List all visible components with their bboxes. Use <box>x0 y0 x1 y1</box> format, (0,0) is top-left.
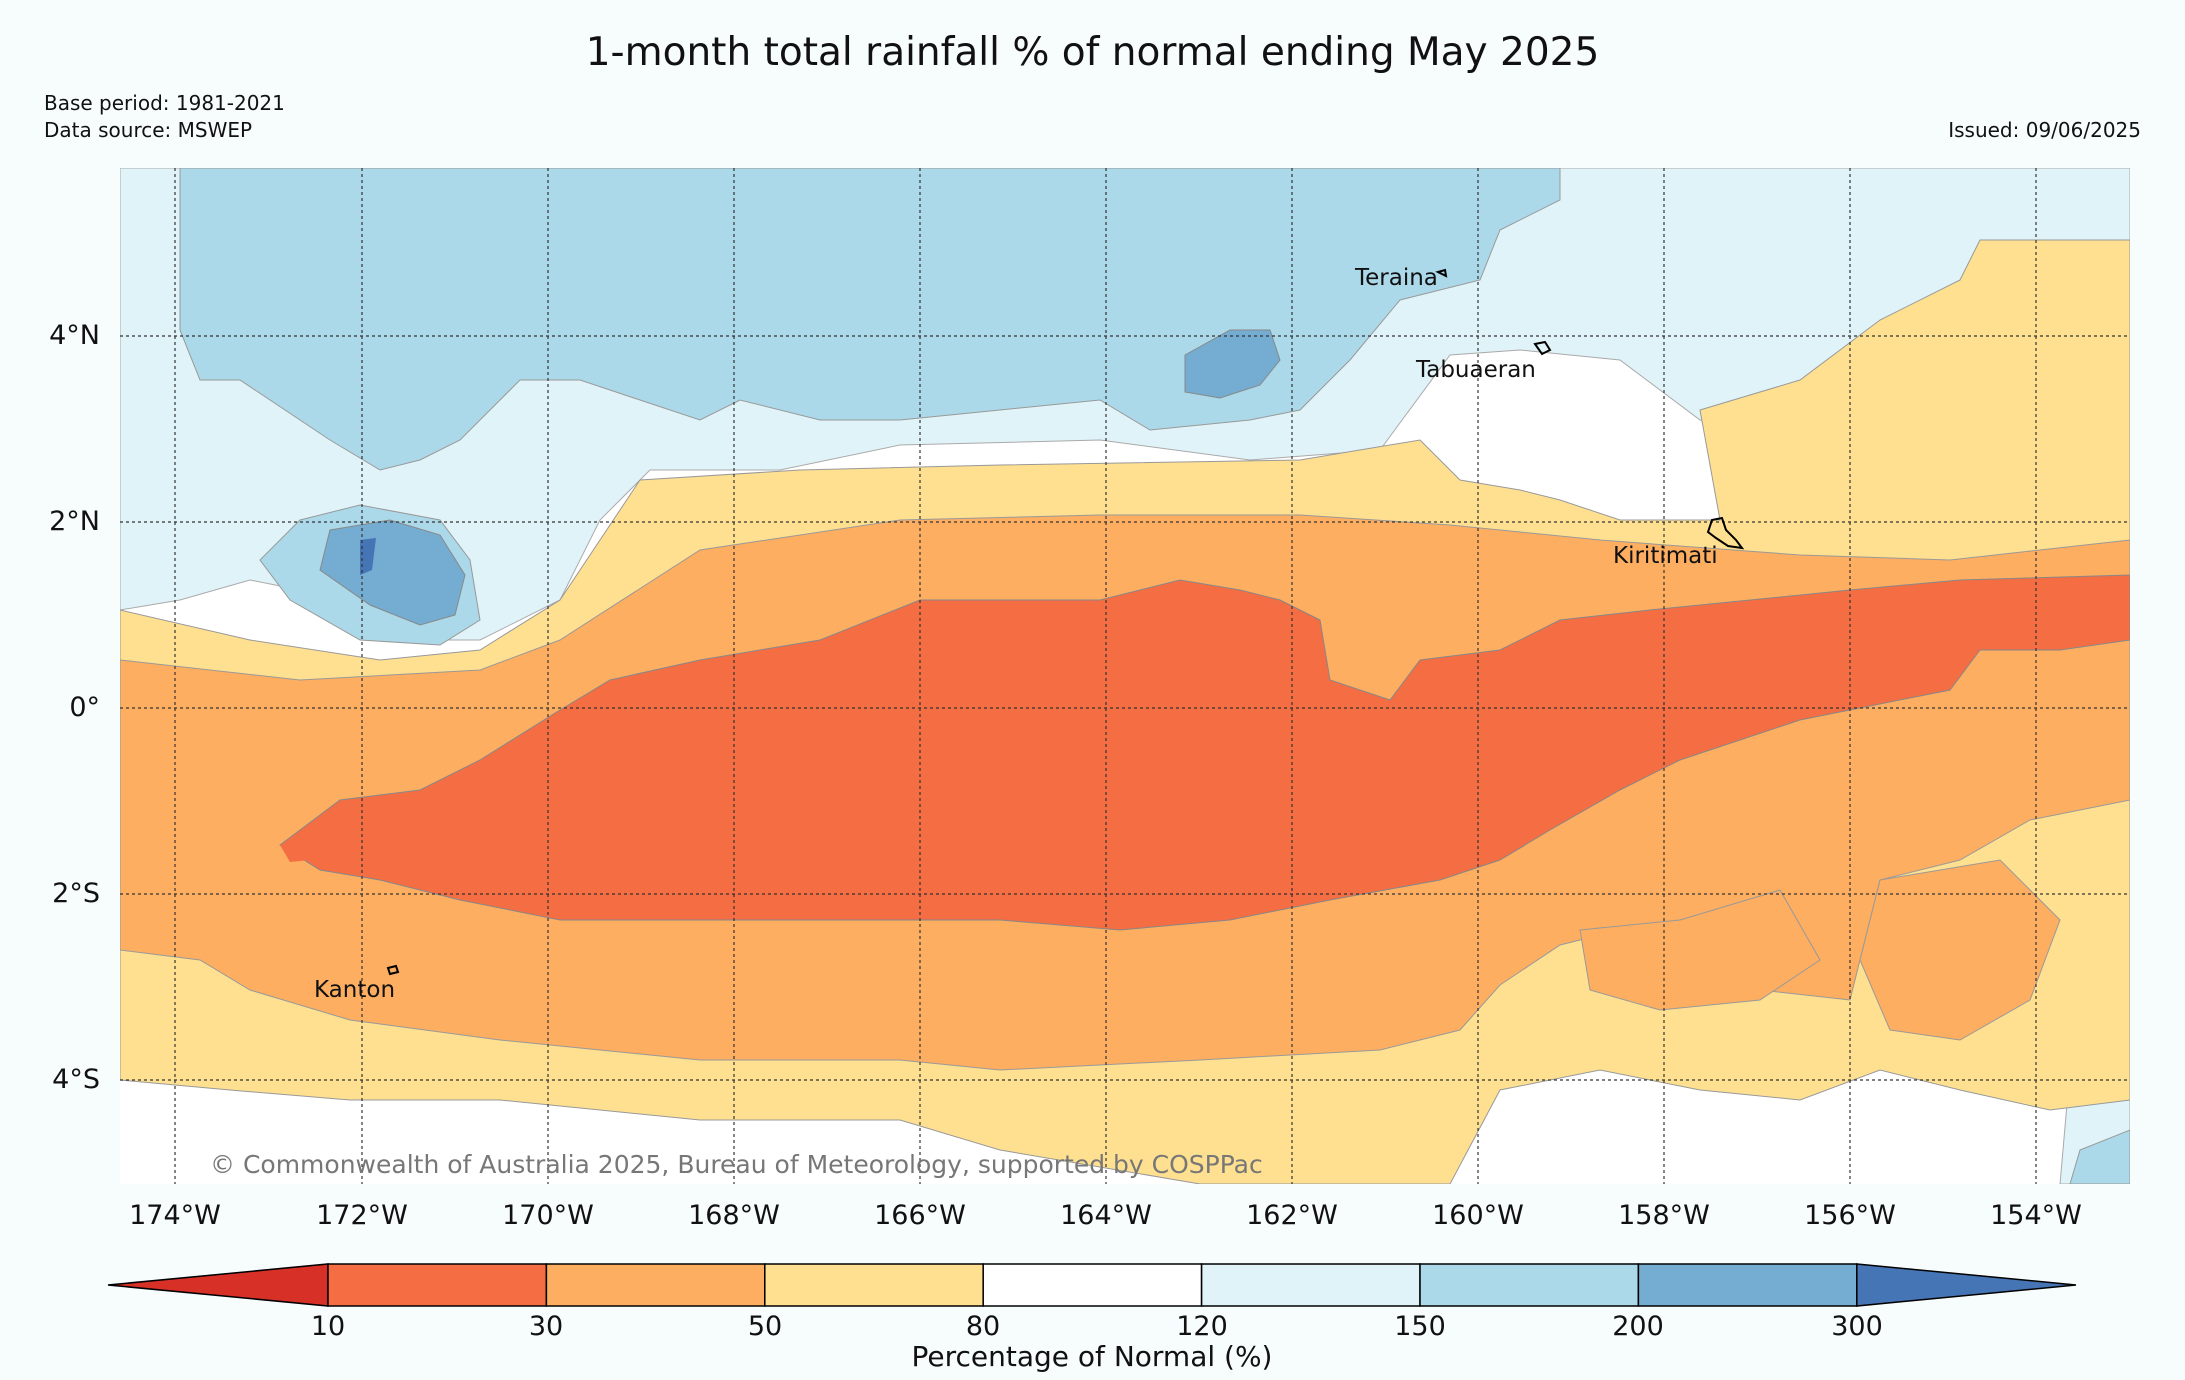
place-label-kanton: Kanton <box>314 977 395 1003</box>
place-label-teraina: Teraina <box>1354 265 1438 291</box>
band-30-50-southeast <box>1859 859 2061 1041</box>
colorbar-tick-10: 10 <box>311 1311 345 1342</box>
lon-label-170w: 170°W <box>502 1200 594 1231</box>
colorbar-tick-50: 50 <box>748 1311 782 1342</box>
lon-label-168w: 168°W <box>688 1200 780 1231</box>
colorbar-swatch <box>1200 1263 1421 1307</box>
colorbar-tick-200: 200 <box>1612 1311 1664 1342</box>
map-graticule <box>120 168 2130 1184</box>
place-label-tabuaeran: Tabuaeran <box>1415 357 1536 383</box>
place-label-kiritimati: Kiritimati <box>1613 543 1718 569</box>
colorbar-swatch <box>1637 1263 1858 1307</box>
colorbar <box>107 1263 2077 1307</box>
colorbar-title: Percentage of Normal (%) <box>912 1340 1273 1373</box>
map-title: 1-month total rainfall % of normal endin… <box>585 30 1600 75</box>
lon-label-158w: 158°W <box>1618 1200 1710 1231</box>
lon-label-174w: 174°W <box>129 1200 221 1231</box>
colorbar-tick-120: 120 <box>1176 1311 1228 1342</box>
island-teraina <box>1435 268 1448 278</box>
colorbar-extend-low <box>107 1263 329 1307</box>
colorbar-swatch <box>545 1263 766 1307</box>
copyright-credit: © Commonwealth of Australia 2025, Bureau… <box>210 1150 1263 1179</box>
lon-label-160w: 160°W <box>1432 1200 1524 1231</box>
map-plot-area <box>120 168 2130 1184</box>
lon-label-154w: 154°W <box>1990 1200 2082 1231</box>
band-150-200-se <box>2069 1129 2130 1184</box>
data-source-text: Data source: MSWEP <box>44 118 253 142</box>
lat-label-2n: 2°N <box>49 506 100 537</box>
lat-label-4s: 4°S <box>52 1064 100 1095</box>
base-period-text: Base period: 1981-2021 <box>44 91 285 115</box>
band-200-300-central <box>1184 329 1281 399</box>
colorbar-tick-80: 80 <box>966 1311 1000 1342</box>
colorbar-swatch <box>327 1263 548 1307</box>
issued-date: Issued: 09/06/2025 <box>1948 118 2141 142</box>
colorbar-tick-300: 300 <box>1831 1311 1883 1342</box>
lon-label-162w: 162°W <box>1246 1200 1338 1231</box>
island-tabuaeran <box>1533 340 1552 356</box>
band-10-30-kanton <box>280 840 310 862</box>
colorbar-swatch <box>982 1263 1203 1307</box>
lon-label-172w: 172°W <box>316 1200 408 1231</box>
island-kiritimati <box>1706 516 1745 550</box>
lon-label-166w: 166°W <box>874 1200 966 1231</box>
band-10-30 <box>279 574 2130 931</box>
lat-label-0: 0° <box>69 692 100 723</box>
island-kanton <box>386 964 400 976</box>
lat-label-2s: 2°S <box>52 878 100 909</box>
colorbar-swatch <box>1419 1263 1640 1307</box>
lon-label-156w: 156°W <box>1804 1200 1896 1231</box>
colorbar-tick-150: 150 <box>1394 1311 1446 1342</box>
colorbar-tick-30: 30 <box>529 1311 563 1342</box>
band-200-300-west <box>319 519 466 626</box>
metadata-block: Base period: 1981-2021 Data source: MSWE… <box>44 90 285 144</box>
band-30-50-south <box>1579 889 1821 1011</box>
colorbar-swatch <box>764 1263 984 1307</box>
colorbar-extend-high <box>1856 1263 2077 1307</box>
lon-label-164w: 164°W <box>1060 1200 1152 1231</box>
band-300-plus-west <box>360 538 376 575</box>
lat-label-4n: 4°N <box>49 320 100 351</box>
